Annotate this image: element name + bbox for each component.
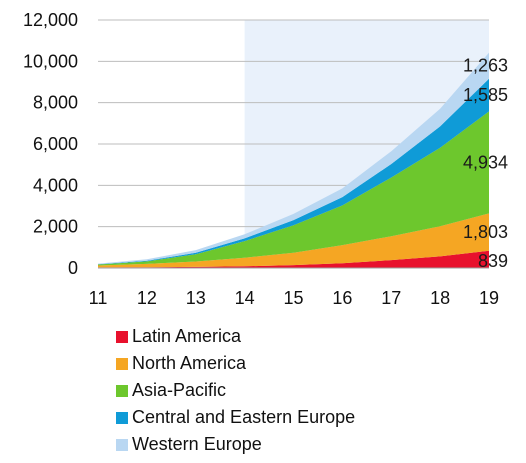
y-axis-ticks: 0 2,000 4,000 6,000 8,000 10,000 12,000 bbox=[23, 10, 78, 278]
data-label: 839 bbox=[478, 251, 508, 271]
y-tick-label: 12,000 bbox=[23, 10, 78, 30]
y-tick-label: 2,000 bbox=[33, 217, 78, 237]
x-axis-ticks: 11 12 13 14 15 16 17 18 19 bbox=[89, 288, 499, 308]
y-tick-label: 6,000 bbox=[33, 134, 78, 154]
legend-label-western-europe: Western Europe bbox=[132, 434, 262, 454]
legend-item-central-eastern-europe: Central and Eastern Europe bbox=[116, 404, 355, 431]
legend-swatch-latin-america bbox=[116, 330, 128, 343]
x-tick-label: 12 bbox=[137, 288, 157, 308]
legend-swatch-asia-pacific bbox=[116, 384, 128, 397]
x-tick-label: 13 bbox=[186, 288, 206, 308]
x-tick-label: 16 bbox=[332, 288, 352, 308]
legend-item-north-america: North America bbox=[116, 350, 355, 377]
data-labels: 839 1,803 4,934 1,585 1,263 bbox=[463, 56, 508, 271]
legend: Latin America North America Asia-Pacific… bbox=[116, 323, 355, 458]
x-tick-label: 14 bbox=[235, 288, 255, 308]
legend-label-asia-pacific: Asia-Pacific bbox=[132, 380, 227, 400]
y-tick-label: 10,000 bbox=[23, 51, 78, 71]
y-tick-label: 8,000 bbox=[33, 93, 78, 113]
area-series bbox=[98, 52, 489, 269]
legend-item-asia-pacific: Asia-Pacific bbox=[116, 377, 355, 404]
legend-item-latin-america: Latin America bbox=[116, 323, 355, 350]
grid-lines bbox=[98, 19, 489, 228]
legend-label-central-eastern-europe: Central and Eastern Europe bbox=[132, 407, 356, 427]
x-tick-label: 15 bbox=[283, 288, 303, 308]
data-label: 1,803 bbox=[463, 222, 508, 242]
x-tick-label: 19 bbox=[479, 288, 499, 308]
x-tick-label: 11 bbox=[89, 288, 108, 308]
area-latin-america bbox=[98, 250, 489, 268]
data-label: 4,934 bbox=[463, 152, 508, 172]
x-tick-label: 18 bbox=[430, 288, 450, 308]
stacked-area-chart: 0 2,000 4,000 6,000 8,000 10,000 12,000 11 12 13… bbox=[23, 10, 508, 308]
legend-item-western-europe: Western Europe bbox=[116, 431, 355, 458]
legend-swatch-western-europe bbox=[116, 438, 128, 451]
legend-label-north-america: North America bbox=[132, 353, 247, 373]
x-tick-label: 17 bbox=[381, 288, 401, 308]
y-tick-label: 0 bbox=[68, 258, 78, 278]
legend-swatch-central-eastern-europe bbox=[116, 411, 128, 424]
data-label: 1,263 bbox=[463, 56, 508, 76]
legend-swatch-north-america bbox=[116, 357, 128, 370]
area-asia-pacific bbox=[98, 111, 489, 266]
data-label: 1,585 bbox=[463, 85, 508, 105]
y-tick-label: 4,000 bbox=[33, 175, 78, 195]
area-north-america bbox=[98, 213, 489, 268]
legend-label-latin-america: Latin America bbox=[132, 326, 242, 346]
